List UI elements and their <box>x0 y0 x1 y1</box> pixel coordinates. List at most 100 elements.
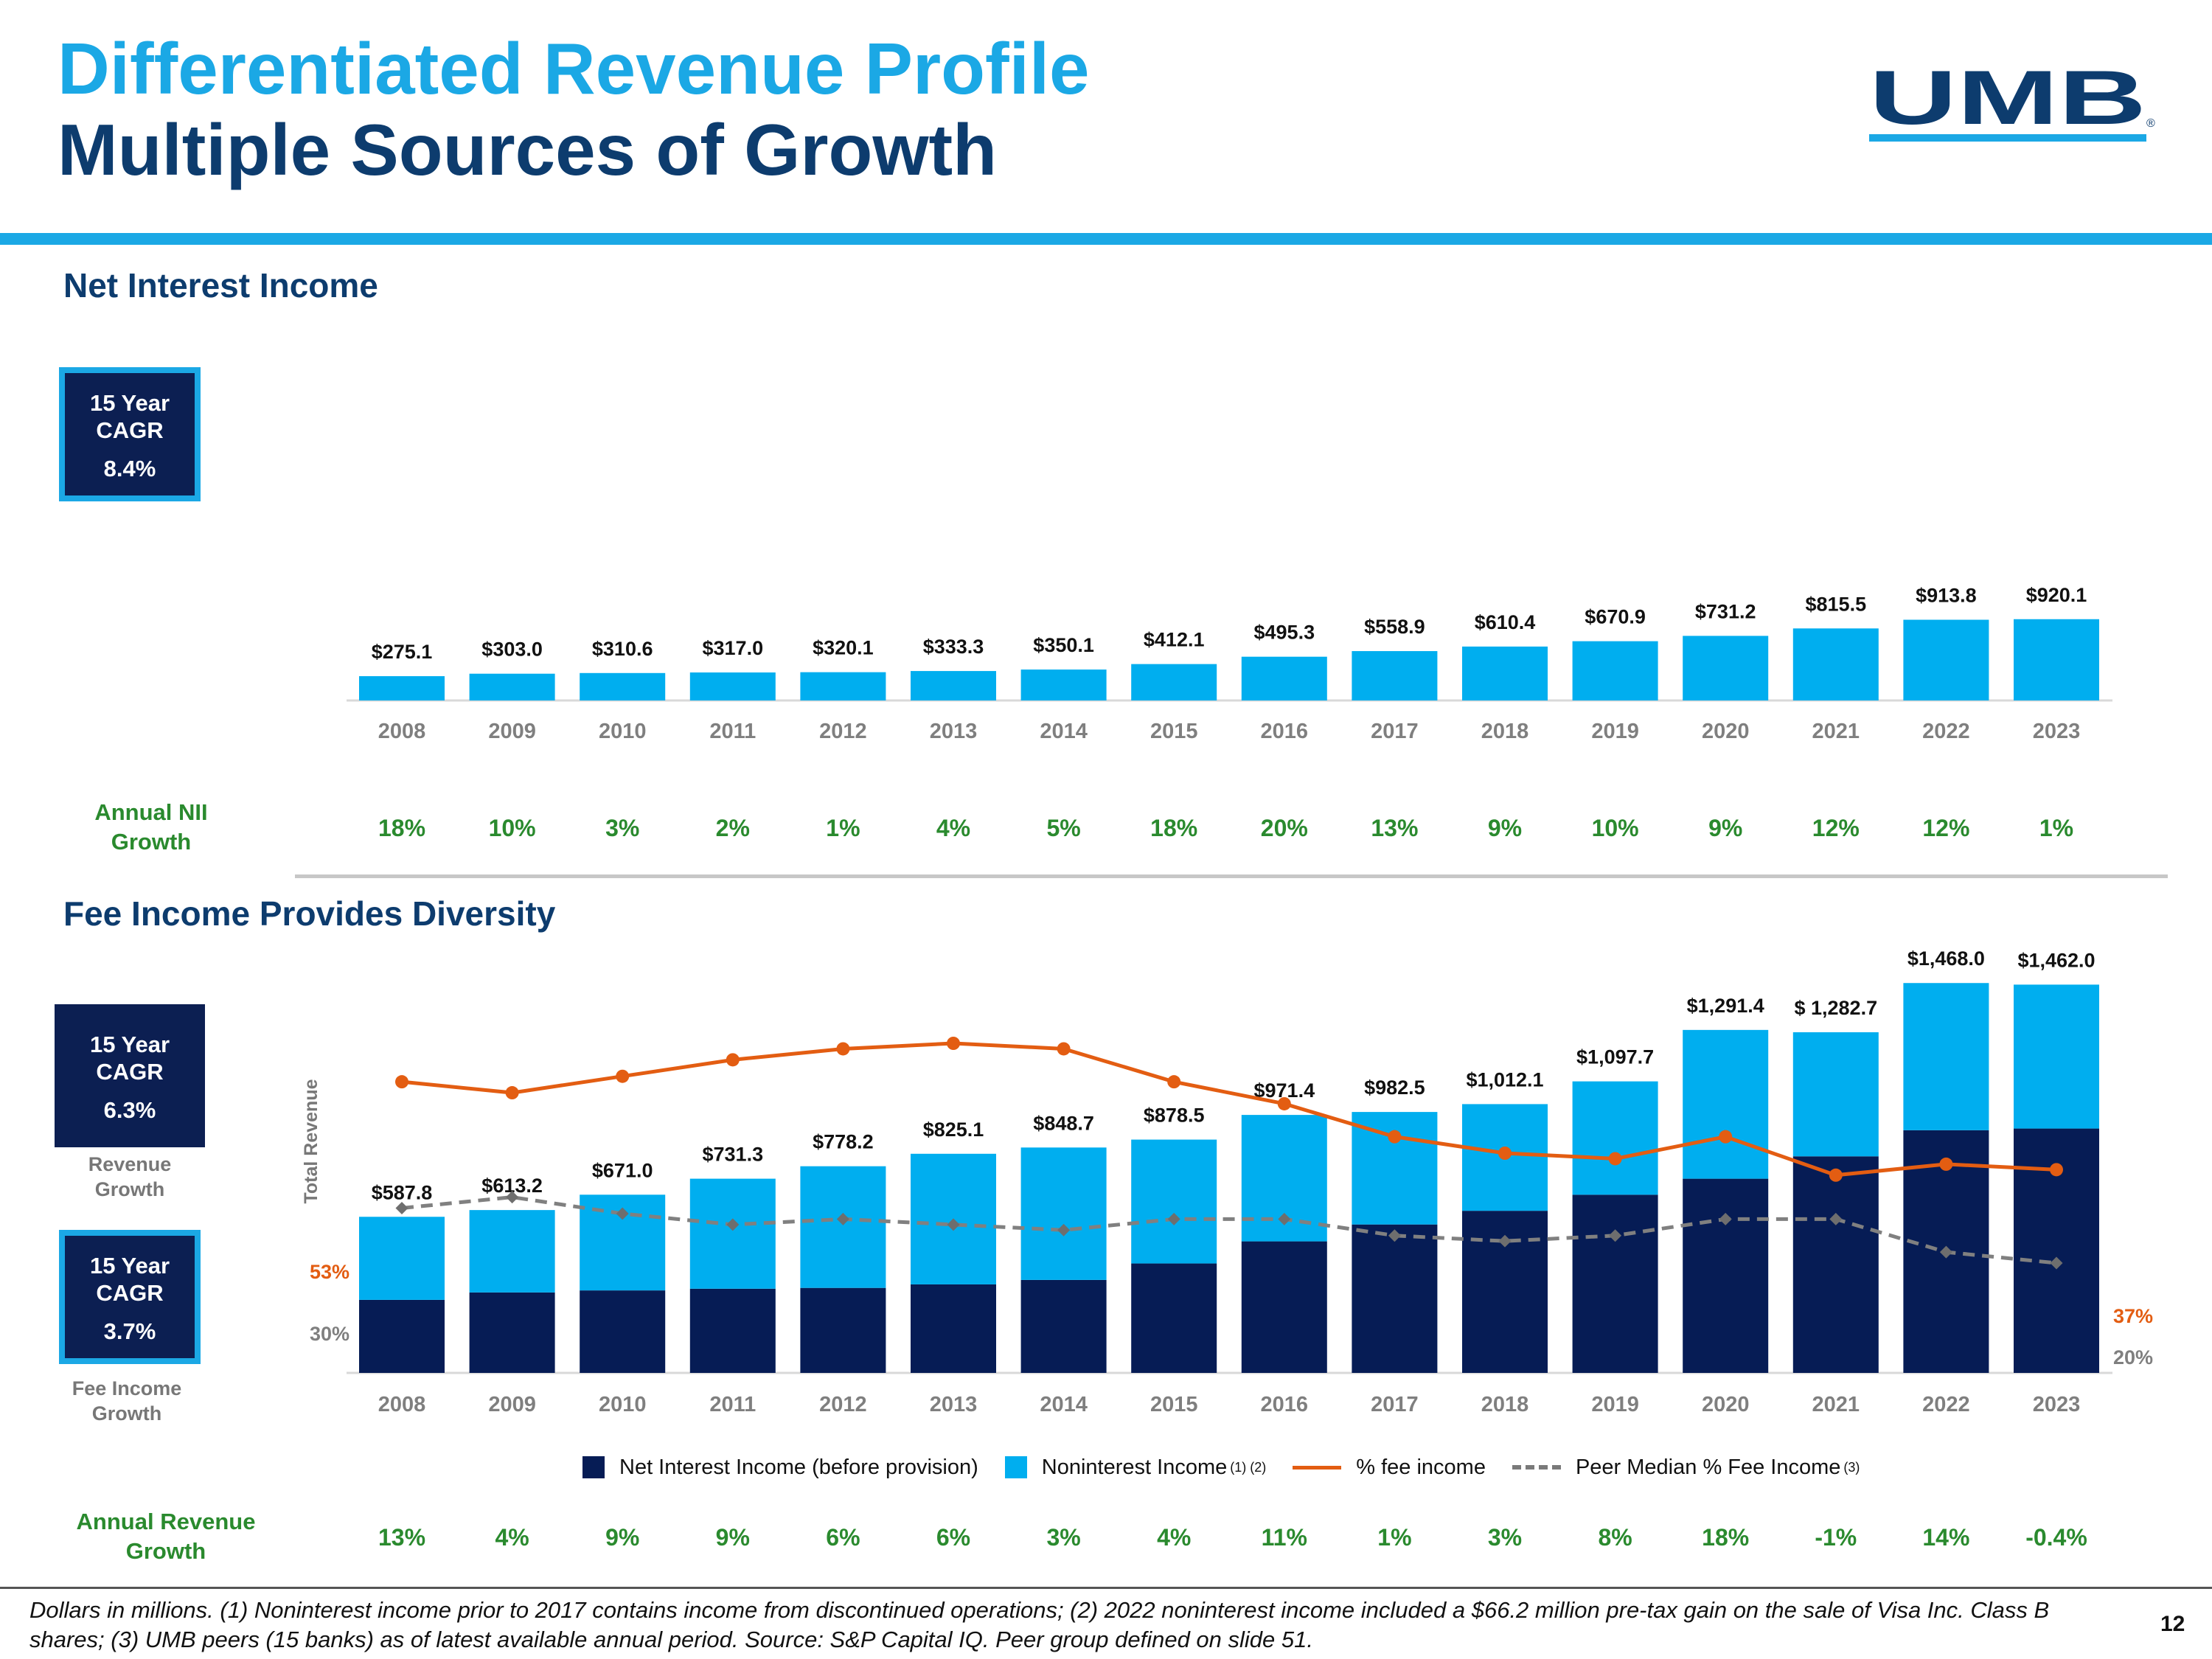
fee-nii-bar-2011 <box>689 1288 776 1373</box>
logo-underline <box>1869 134 2146 142</box>
nii-value-label-2015: $412.1 <box>1144 629 1205 651</box>
fee-total-label-2010: $671.0 <box>592 1159 653 1181</box>
nii-bar-2016 <box>1241 656 1327 700</box>
fee-year-tick-2021: 2021 <box>1812 1393 1860 1416</box>
fee-cagr-label: 15 Year CAGR <box>89 1253 170 1306</box>
fee-nii-bar-2019 <box>1572 1194 1658 1373</box>
legend-item-fee-pct: % fee income <box>1293 1455 1486 1480</box>
fee-year-tick-2013: 2013 <box>930 1393 978 1416</box>
nii-value-label-2013: $333.3 <box>923 636 984 658</box>
nii-year-tick-2020: 2020 <box>1702 720 1750 743</box>
nii-value-label-2016: $495.3 <box>1254 622 1315 644</box>
fee-pct-point-2023 <box>2050 1163 2063 1177</box>
fee-total-label-2008: $587.8 <box>372 1181 433 1203</box>
fee-year-tick-2018: 2018 <box>1481 1393 1529 1416</box>
total-revenue-axis-label: Total Revenue <box>301 1079 321 1203</box>
nii-year-tick-2014: 2014 <box>1040 720 1088 743</box>
fee-nonint-bar-2009 <box>469 1210 555 1293</box>
nii-bar-2012 <box>800 672 886 700</box>
nii-bar-2023 <box>2014 619 2099 700</box>
fee-pct-point-2019 <box>1608 1152 1622 1166</box>
fee-pct-point-2017 <box>1388 1130 1402 1144</box>
nii-value-label-2014: $350.1 <box>1033 634 1094 656</box>
nii-year-tick-2008: 2008 <box>378 720 426 743</box>
fee-nonint-bar-2011 <box>689 1178 776 1289</box>
revenue-growth-value-2010: 9% <box>605 1524 639 1551</box>
fee-nii-bar-2008 <box>359 1299 445 1373</box>
nii-bar-2009 <box>469 673 555 700</box>
nii-bar-2010 <box>580 672 666 700</box>
nii-cagr-label: 15 Year CAGR <box>89 390 170 443</box>
fee-total-label-2018: $1,012.1 <box>1466 1068 1543 1091</box>
nii-growth-value-2019: 10% <box>1592 815 1639 841</box>
header-divider-bar <box>0 233 2212 245</box>
fee-pct-point-2016 <box>1277 1096 1291 1110</box>
nii-year-tick-2022: 2022 <box>1922 720 1970 743</box>
revenue-cagr-value: 6.3% <box>103 1097 156 1123</box>
page-title: Differentiated Revenue Profile <box>58 28 1090 109</box>
fee-year-tick-2020: 2020 <box>1702 1393 1750 1416</box>
nii-year-tick-2016: 2016 <box>1261 720 1309 743</box>
nii-value-label-2008: $275.1 <box>372 641 433 663</box>
footnote-rule <box>0 1587 2212 1589</box>
fee-cagr-value: 3.7% <box>103 1318 156 1344</box>
peer-point-2023 <box>2050 1256 2063 1270</box>
peer-point-2017 <box>1388 1229 1401 1242</box>
nii-cagr-box: 15 Year CAGR 8.4% <box>59 367 201 501</box>
nii-bar-2019 <box>1572 641 1658 700</box>
fee-year-tick-2012: 2012 <box>819 1393 867 1416</box>
fee-stacked-chart: $587.8200813%$613.220094%$671.020109%$73… <box>310 947 2153 1551</box>
nii-growth-value-2013: 4% <box>936 815 970 841</box>
page-number: 12 <box>2160 1612 2185 1636</box>
fee-pct-start-label: 53% <box>310 1261 349 1283</box>
nii-growth-value-2015: 18% <box>1150 815 1197 841</box>
peer-median-line <box>401 1195 2057 1265</box>
fee-pct-point-2021 <box>1829 1168 1843 1182</box>
nii-bar-2017 <box>1352 651 1438 700</box>
chart-legend: Net Interest Income (before provision) N… <box>582 1451 1886 1484</box>
nii-year-tick-2010: 2010 <box>599 720 647 743</box>
revenue-growth-value-2018: 3% <box>1488 1524 1522 1551</box>
section-divider <box>295 874 2168 878</box>
fee-pct-point-2010 <box>616 1069 630 1083</box>
fee-cagr-caption: Fee Income Growth <box>72 1377 182 1425</box>
fee-total-label-2012: $778.2 <box>813 1131 874 1153</box>
peer-point-2015 <box>1167 1212 1180 1225</box>
nii-bar-2018 <box>1462 646 1548 700</box>
legend-swatch-light-blue <box>1004 1456 1027 1478</box>
fee-nii-bar-2012 <box>800 1287 886 1373</box>
revenue-growth-value-2020: 18% <box>1702 1524 1749 1551</box>
nii-year-tick-2017: 2017 <box>1371 720 1419 743</box>
nii-bar-2015 <box>1131 664 1217 700</box>
fee-nonint-bar-2021 <box>1792 1032 1879 1157</box>
revenue-growth-value-2022: 14% <box>1922 1524 1969 1551</box>
nii-year-tick-2015: 2015 <box>1150 720 1198 743</box>
fee-pct-point-2015 <box>1167 1075 1181 1089</box>
fee-year-tick-2015: 2015 <box>1150 1393 1198 1416</box>
nii-growth-value-2008: 18% <box>378 815 425 841</box>
nii-growth-value-2016: 20% <box>1261 815 1308 841</box>
revenue-cagr-label: 15 Year CAGR <box>89 1032 170 1085</box>
nii-growth-value-2010: 3% <box>605 815 639 841</box>
legend-swatch-navy <box>582 1456 605 1478</box>
fee-nii-bar-2013 <box>911 1284 996 1373</box>
revenue-growth-value-2016: 11% <box>1262 1524 1307 1551</box>
fee-year-tick-2009: 2009 <box>488 1393 536 1416</box>
fee-year-tick-2011: 2011 <box>709 1393 756 1416</box>
legend-item-nonint: Noninterest Income (1) (2) <box>1004 1455 1266 1480</box>
nii-growth-value-2009: 10% <box>489 815 536 841</box>
revenue-growth-value-2011: 9% <box>716 1524 750 1551</box>
fee-pct-point-2018 <box>1498 1147 1512 1160</box>
fee-pct-point-2020 <box>1719 1130 1733 1144</box>
fee-year-tick-2023: 2023 <box>2033 1393 2081 1416</box>
legend-line-orange <box>1293 1465 1342 1470</box>
nii-value-label-2009: $303.0 <box>481 639 543 661</box>
peer-point-2013 <box>947 1218 960 1231</box>
fee-income-pct-line <box>401 1041 2057 1178</box>
logo-text: UMB <box>1869 59 2146 141</box>
fee-nii-bar-2021 <box>1792 1156 1879 1373</box>
fee-pct-point-2014 <box>1057 1042 1071 1056</box>
revenue-growth-value-2019: 8% <box>1598 1524 1632 1551</box>
nii-value-label-2017: $558.9 <box>1364 616 1425 638</box>
